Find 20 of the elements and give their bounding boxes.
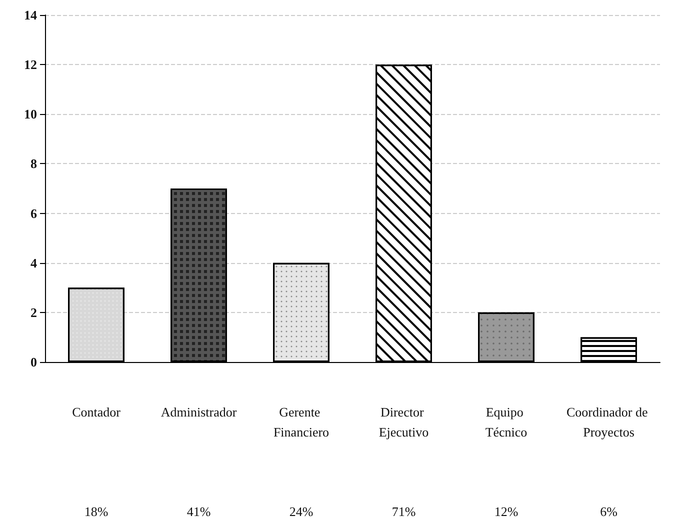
text: 6% [600,504,618,519]
x-tick-label: Gerente Financiero [273,404,330,440]
y-tick-label: 8 [30,156,38,172]
x-tick-label: Administrador [160,404,238,420]
y-tick-label: 0 [30,354,37,370]
y-tick-label: 10 [24,106,37,122]
x-tick-label: Equipo Técnico [485,404,528,440]
text: 71% [392,504,416,519]
x-tick-label: Director Ejecutivo [378,404,429,440]
y-tick-label: 6 [30,206,38,221]
y-tick-label: 4 [30,255,38,270]
text: 12% [494,504,518,519]
text: 24% [289,504,314,519]
y-tick-label: 2 [30,304,37,320]
text: 18% [84,504,108,519]
x-tick-label: Coordinador de Proyectos [566,404,651,440]
y-tick-label: 12 [24,57,37,72]
text: 41% [186,504,211,519]
x-tick-label: Contador [72,404,122,420]
y-tick-label: 14 [24,8,38,22]
